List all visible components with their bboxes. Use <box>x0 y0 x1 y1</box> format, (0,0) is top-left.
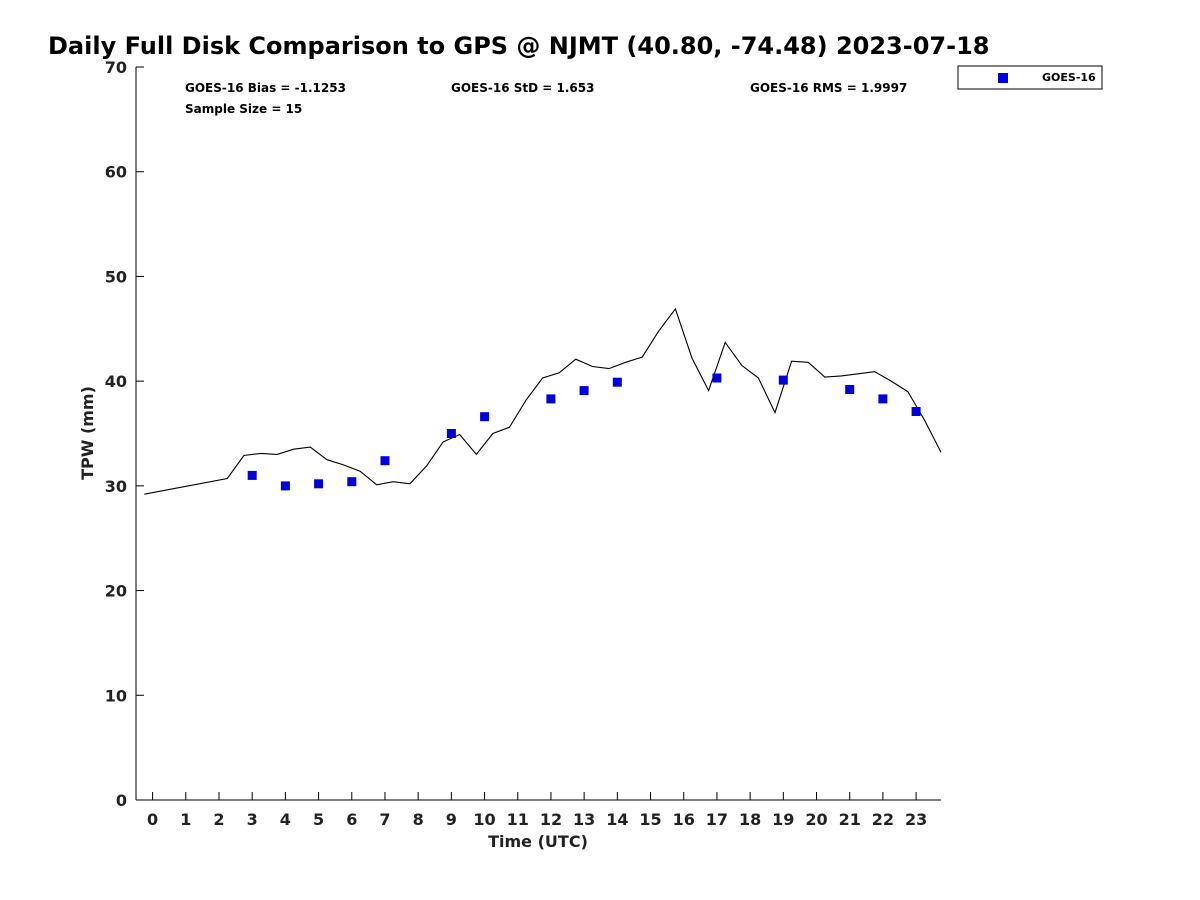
x-tick-label: 18 <box>739 810 761 829</box>
legend: GOES-16 <box>957 65 1103 90</box>
x-tick-label: 16 <box>673 810 695 829</box>
goes16-point <box>314 479 324 489</box>
legend-box <box>957 65 1103 90</box>
x-tick-label: 12 <box>540 810 562 829</box>
x-tick-label: 2 <box>213 810 224 829</box>
y-tick-label: 70 <box>105 58 127 77</box>
x-tick-label: 8 <box>413 810 424 829</box>
x-tick-label: 5 <box>313 810 324 829</box>
x-axis-label: Time (UTC) <box>488 832 588 851</box>
x-tick-label: 17 <box>706 810 728 829</box>
sample-size-stat: Sample Size = 15 <box>185 102 302 116</box>
goes16-point <box>446 429 456 438</box>
x-tick-label: 20 <box>805 810 827 829</box>
goes16-point <box>845 385 855 394</box>
goes16-point <box>612 377 622 387</box>
x-tick-label: 9 <box>446 810 457 829</box>
x-tick-label: 4 <box>280 810 291 829</box>
x-tick-label: 19 <box>772 810 794 829</box>
x-tick-label: 21 <box>839 810 861 829</box>
goes16-point <box>778 375 788 385</box>
x-tick-label: 22 <box>872 810 894 829</box>
goes16-point <box>579 386 589 396</box>
y-tick-label: 40 <box>105 372 127 391</box>
y-tick-label: 10 <box>105 686 127 705</box>
y-tick-label: 60 <box>105 163 127 182</box>
goes16-point <box>280 481 290 491</box>
x-tick-label: 23 <box>905 810 927 829</box>
x-tick-label: 6 <box>346 810 357 829</box>
rms-stat: GOES-16 RMS = 1.9997 <box>750 81 907 95</box>
y-tick-label: 50 <box>105 267 127 286</box>
goes16-point <box>712 373 722 383</box>
chart-title: Daily Full Disk Comparison to GPS @ NJMT… <box>48 32 989 60</box>
y-axis-label: TPW (mm) <box>78 386 97 480</box>
bias-stat: GOES-16 Bias = -1.1253 <box>185 81 346 95</box>
x-axis-ticks: 0 1 2 3 4 5 6 7 8 9 10 11 12 13 14 15 16 17 18 19 20 21 22 23 <box>147 792 927 829</box>
y-tick-label: 0 <box>116 791 127 810</box>
x-tick-label: 10 <box>473 810 495 829</box>
goes16-point <box>347 477 357 487</box>
std-stat: GOES-16 StD = 1.653 <box>451 81 594 95</box>
legend-marker-goes16 <box>998 73 1008 83</box>
y-axis-ticks: 0 10 20 30 40 50 60 70 <box>105 58 144 810</box>
gps-series-line <box>144 307 942 495</box>
legend-label-goes16: GOES-16 <box>1042 71 1096 84</box>
y-tick-label: 30 <box>105 477 127 496</box>
y-tick-label: 20 <box>105 582 127 601</box>
goes16-point <box>546 394 556 404</box>
goes16-point <box>911 407 921 416</box>
goes16-point <box>380 456 390 466</box>
x-tick-label: 3 <box>247 810 258 829</box>
x-tick-label: 7 <box>379 810 390 829</box>
x-tick-label: 1 <box>180 810 191 829</box>
goes16-series-points <box>247 373 921 491</box>
x-tick-label: 14 <box>606 810 628 829</box>
goes16-point <box>878 394 888 404</box>
x-tick-label: 11 <box>507 810 529 829</box>
goes16-point <box>480 412 490 422</box>
x-tick-label: 13 <box>573 810 595 829</box>
x-tick-label: 15 <box>639 810 661 829</box>
x-tick-label: 0 <box>147 810 158 829</box>
goes16-point <box>247 470 257 480</box>
